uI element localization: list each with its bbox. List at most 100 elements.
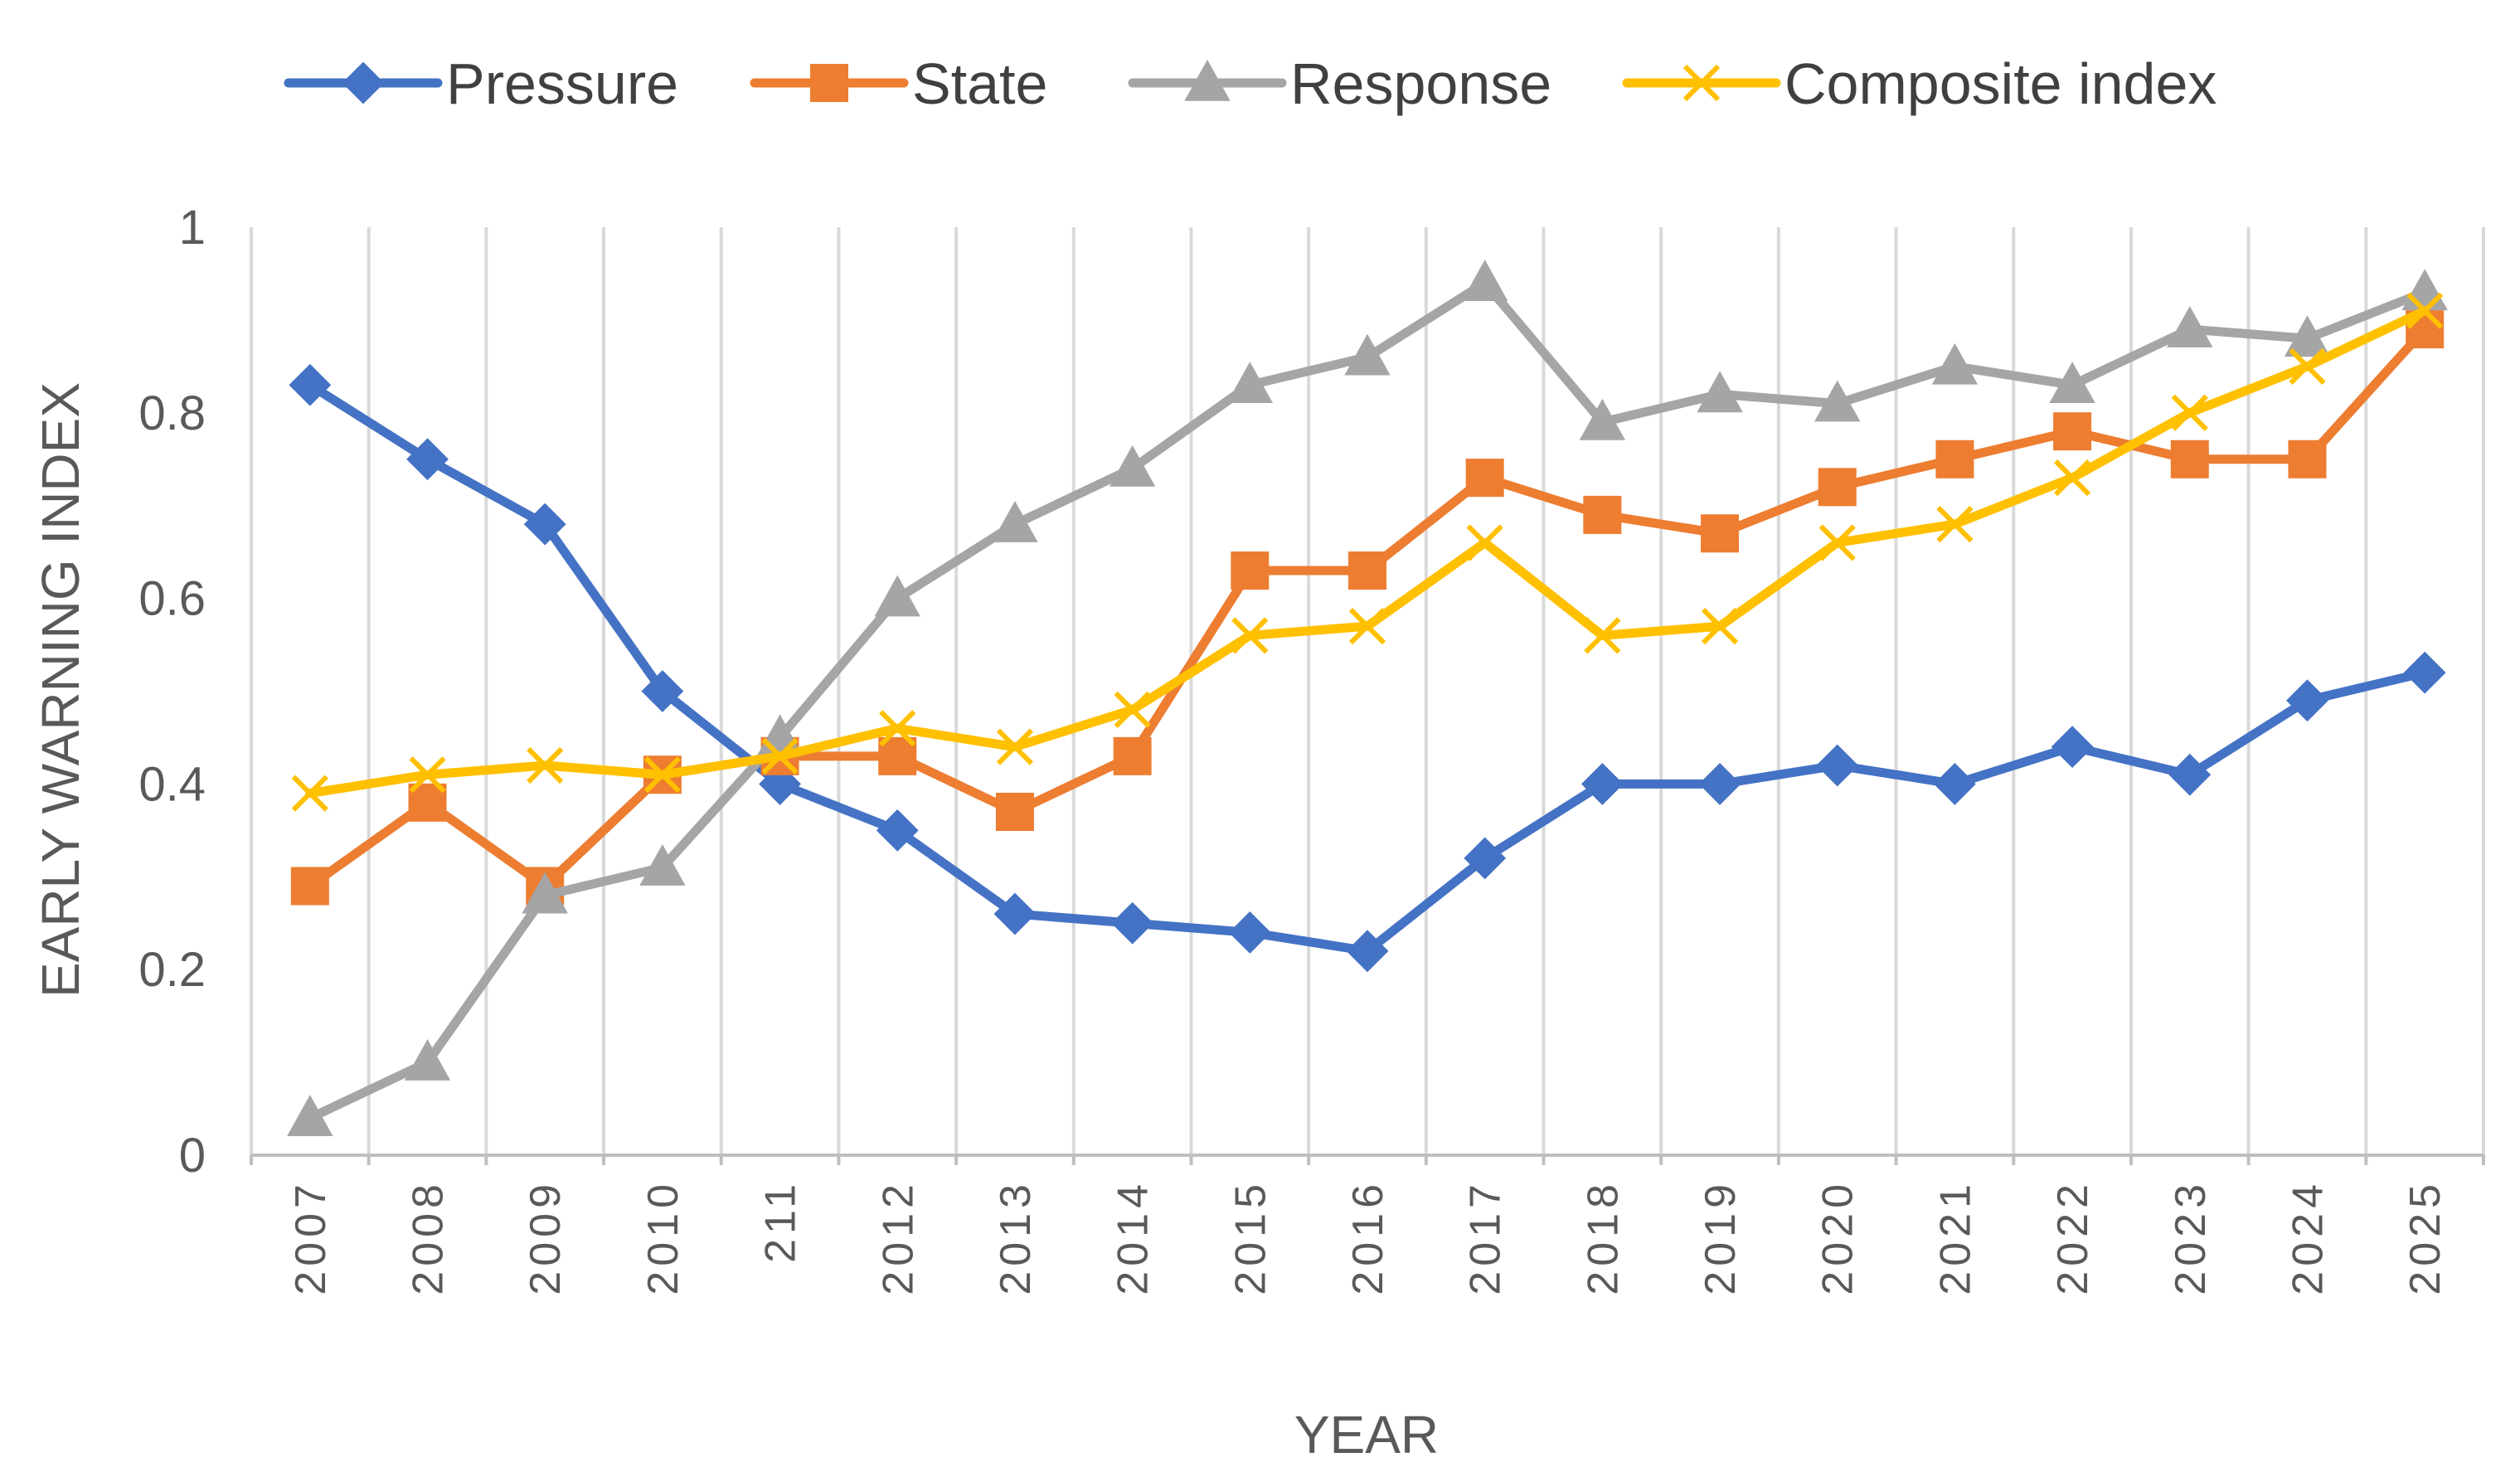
x-tick-label: 2021 — [1931, 1179, 1979, 1295]
data-point — [1184, 59, 1231, 101]
data-point — [643, 756, 682, 794]
x-tick-label: 2007 — [287, 1179, 335, 1295]
data-point — [761, 737, 799, 775]
data-point — [996, 728, 1034, 765]
data-point — [2049, 362, 2095, 404]
data-point — [2284, 315, 2331, 357]
x-tick-label: 2013 — [992, 1179, 1040, 1295]
x-tick-label: 2025 — [2401, 1179, 2450, 1295]
data-point — [2286, 679, 2328, 722]
data-point — [1814, 380, 1861, 422]
data-point — [1113, 736, 1152, 775]
data-point — [1114, 691, 1151, 729]
data-point — [1583, 495, 1622, 534]
x-tick-label: 2010 — [639, 1179, 687, 1295]
data-point — [522, 872, 568, 914]
data-point — [290, 867, 329, 906]
y-tick-label: 0.8 — [138, 386, 206, 440]
series-pressure — [289, 363, 2446, 973]
data-point — [2167, 306, 2213, 347]
x-tick-label: 2015 — [1226, 1179, 1275, 1295]
data-point — [1111, 901, 1154, 945]
x-tick-label: 2020 — [1814, 1179, 1862, 1295]
x-tick-label: 2019 — [1697, 1179, 1745, 1295]
data-point — [2406, 292, 2444, 329]
data-point — [1934, 762, 1976, 805]
data-point — [810, 64, 848, 102]
legend-item: Pressure — [284, 51, 678, 116]
legend-item: Composite index — [1622, 51, 2217, 116]
data-point — [879, 710, 916, 747]
data-point — [1816, 744, 1859, 787]
y-tick-label: 0.6 — [138, 572, 206, 626]
x-tick-label: 2017 — [1462, 1179, 1510, 1295]
data-point — [527, 746, 564, 785]
x-tick-label: 2014 — [1109, 1179, 1158, 1295]
data-point — [2168, 753, 2212, 796]
data-point — [993, 892, 1037, 935]
legend-item: State — [750, 51, 1047, 116]
data-point — [1228, 911, 1271, 954]
data-point — [1461, 260, 1508, 301]
data-point — [2053, 459, 2091, 497]
x-tick-label: 2008 — [405, 1179, 453, 1295]
x-tick-label: 2022 — [2049, 1179, 2097, 1295]
series-lines — [287, 260, 2448, 1137]
data-point — [2051, 726, 2094, 769]
x-tick-label: 2018 — [1579, 1179, 1627, 1295]
data-point — [1580, 762, 1624, 805]
data-point — [2288, 440, 2327, 478]
grid-lines — [250, 227, 2485, 1155]
series-line — [305, 324, 2430, 891]
x-tick-label: 2012 — [874, 1179, 922, 1295]
legend: Pressure State Response Composite index — [284, 51, 2217, 116]
x-tick-label: 2024 — [2284, 1179, 2332, 1295]
x-tick-label: 2016 — [1344, 1179, 1392, 1295]
x-tick-label: 2009 — [522, 1179, 570, 1295]
data-point — [639, 844, 686, 886]
data-point — [1466, 524, 1503, 561]
data-point — [1818, 468, 1857, 507]
axes: 0 0.2 0.4 0.6 0.8 1 2007 2008 2009 2010 211 2012 201… — [138, 201, 2485, 1295]
x-tick-label: 211 — [757, 1179, 805, 1263]
data-point — [1231, 617, 1269, 654]
data-point — [1226, 362, 1274, 404]
legend-label: Composite index — [1784, 51, 2217, 116]
data-point — [1579, 398, 1626, 440]
data-point — [1936, 505, 1974, 543]
data-point — [1465, 459, 1504, 498]
series-response — [287, 260, 2448, 1137]
data-point — [2403, 651, 2446, 694]
series-line — [305, 278, 2430, 1123]
data-point — [2171, 394, 2208, 431]
data-point — [1698, 762, 1741, 805]
data-point — [1348, 551, 1386, 590]
data-point — [342, 61, 385, 104]
data-point — [2170, 440, 2209, 478]
y-tick-label: 0.2 — [138, 943, 206, 997]
data-point — [995, 792, 1034, 831]
data-point — [1109, 444, 1156, 487]
data-point — [404, 1039, 451, 1081]
data-point — [406, 438, 449, 481]
y-axis-title: EARLY WARNING INDEX — [31, 382, 90, 998]
x-tick-label: 2023 — [2167, 1179, 2215, 1295]
data-point — [874, 575, 920, 617]
data-point — [992, 501, 1038, 542]
series-composite-index — [291, 292, 2444, 812]
data-point — [2401, 269, 2448, 311]
data-point — [1584, 617, 1621, 654]
data-point — [291, 775, 328, 812]
y-tick-label: 1 — [179, 201, 206, 255]
series-state — [290, 310, 2445, 906]
y-tick-label: 0.4 — [138, 757, 206, 811]
data-point — [1348, 608, 1386, 645]
data-point — [1697, 371, 1743, 413]
data-point — [1346, 930, 1389, 973]
data-point — [876, 809, 919, 852]
data-point — [1701, 514, 1740, 553]
data-point — [287, 1095, 333, 1137]
x-axis-title: YEAR — [1294, 1405, 1439, 1465]
data-point — [1931, 342, 1979, 385]
legend-label: State — [912, 51, 1047, 116]
